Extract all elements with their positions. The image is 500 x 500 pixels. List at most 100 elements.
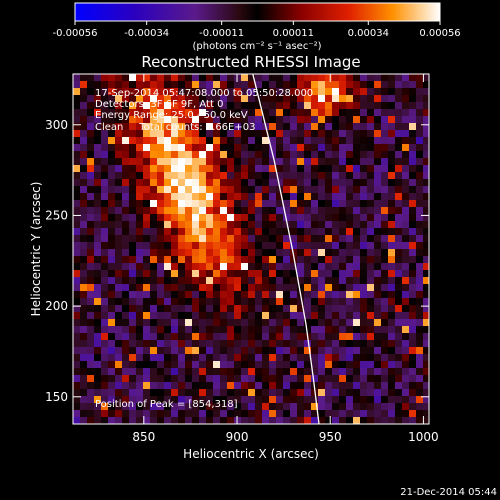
heatmap-cell	[353, 284, 361, 292]
heatmap-cell	[269, 382, 277, 390]
heatmap-cell	[122, 186, 130, 194]
heatmap-cell	[213, 263, 221, 271]
heatmap-cell	[94, 228, 102, 236]
heatmap-cell	[290, 109, 298, 117]
heatmap-cell	[227, 403, 235, 411]
heatmap-cell	[192, 158, 200, 166]
heatmap-cell	[360, 88, 368, 96]
heatmap-cell	[136, 74, 144, 82]
heatmap-cell	[234, 151, 242, 159]
heatmap-cell	[262, 410, 270, 418]
heatmap-cell	[178, 382, 186, 390]
heatmap-cell	[213, 291, 221, 299]
heatmap-cell	[255, 116, 263, 124]
heatmap-cell	[87, 193, 95, 201]
heatmap-cell	[241, 95, 249, 103]
heatmap-cell	[185, 144, 193, 152]
heatmap-cell	[283, 81, 291, 89]
heatmap-cell	[304, 312, 312, 320]
heatmap-cell	[185, 256, 193, 264]
heatmap-cell	[283, 109, 291, 117]
heatmap-cell	[290, 158, 298, 166]
heatmap-cell	[94, 186, 102, 194]
heatmap-cell	[122, 165, 130, 173]
heatmap-cell	[346, 130, 354, 138]
heatmap-cell	[374, 389, 382, 397]
heatmap-cell	[87, 228, 95, 236]
heatmap-cell	[122, 151, 130, 159]
heatmap-cell	[101, 305, 109, 313]
heatmap-cell	[395, 144, 403, 152]
heatmap-cell	[255, 214, 263, 222]
heatmap-cell	[381, 410, 389, 418]
heatmap-cell	[395, 81, 403, 89]
heatmap-cell	[388, 144, 396, 152]
heatmap-cell	[136, 193, 144, 201]
heatmap-cell	[143, 186, 151, 194]
heatmap-cell	[304, 186, 312, 194]
heatmap-cell	[220, 277, 228, 285]
heatmap-cell	[234, 186, 242, 194]
heatmap-cell	[388, 172, 396, 180]
heatmap-cell	[199, 354, 207, 362]
heatmap-cell	[311, 270, 319, 278]
heatmap-cell	[416, 88, 424, 96]
heatmap-cell	[234, 74, 242, 82]
heatmap-cell	[73, 319, 81, 327]
heatmap-cell	[367, 235, 375, 243]
heatmap-cell	[248, 270, 256, 278]
heatmap-cell	[381, 81, 389, 89]
heatmap-cell	[283, 326, 291, 334]
heatmap-cell	[220, 291, 228, 299]
heatmap-cell	[234, 165, 242, 173]
heatmap-cell	[262, 305, 270, 313]
heatmap-cell	[164, 375, 172, 383]
heatmap-cell	[367, 396, 375, 404]
heatmap-cell	[297, 207, 305, 215]
heatmap-cell	[87, 151, 95, 159]
heatmap-cell	[206, 144, 214, 152]
heatmap-cell	[178, 137, 186, 145]
heatmap-cell	[423, 102, 429, 110]
heatmap-cell	[262, 179, 270, 187]
heatmap-cell	[234, 396, 242, 404]
heatmap-cell	[262, 354, 270, 362]
heatmap-cell	[136, 221, 144, 229]
heatmap-cell	[150, 333, 158, 341]
heatmap-cell	[87, 277, 95, 285]
heatmap-cell	[213, 284, 221, 292]
heatmap-cell	[178, 207, 186, 215]
heatmap-cell	[276, 382, 284, 390]
heatmap-cell	[87, 207, 95, 215]
heatmap-cell	[108, 277, 116, 285]
heatmap-cell	[395, 277, 403, 285]
heatmap-cell	[416, 326, 424, 334]
heatmap-cell	[283, 263, 291, 271]
heatmap-cell	[157, 95, 165, 103]
heatmap-cell	[234, 375, 242, 383]
heatmap-cell	[108, 130, 116, 138]
heatmap-cell	[94, 144, 102, 152]
heatmap-cell	[234, 144, 242, 152]
heatmap-cell	[381, 326, 389, 334]
heatmap-cell	[262, 200, 270, 208]
heatmap-cell	[402, 361, 410, 369]
heatmap-cell	[241, 151, 249, 159]
heatmap-cell	[178, 144, 186, 152]
heatmap-cell	[395, 396, 403, 404]
heatmap-cell	[290, 403, 298, 411]
heatmap-cell	[241, 249, 249, 257]
heatmap-cell	[290, 389, 298, 397]
heatmap-cell	[255, 207, 263, 215]
heatmap-cell	[360, 298, 368, 306]
heatmap-cell	[80, 130, 88, 138]
heatmap-cell	[143, 326, 151, 334]
heatmap-cell	[367, 361, 375, 369]
heatmap-cell	[290, 123, 298, 131]
heatmap-cell	[213, 228, 221, 236]
heatmap-cell	[213, 123, 221, 131]
heatmap-cell	[283, 151, 291, 159]
colorbar-ticks: -0.00056 -0.00034 -0.00011 0.00011 0.00034 0.…	[53, 21, 461, 39]
heatmap-cell	[199, 95, 207, 103]
heatmap-cell	[339, 200, 347, 208]
